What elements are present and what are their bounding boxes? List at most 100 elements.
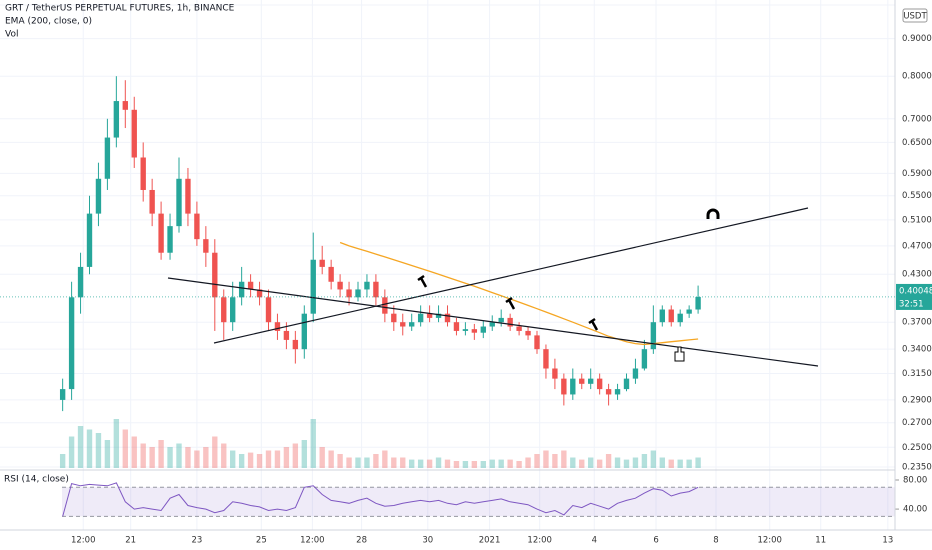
candle-body	[480, 326, 486, 333]
volume-bar	[453, 461, 460, 468]
volume-bar	[417, 459, 424, 468]
candle-body	[158, 213, 164, 253]
candle-body	[364, 281, 370, 290]
candle-body	[203, 239, 209, 253]
candle-body	[194, 213, 200, 240]
volume-bar	[391, 457, 397, 468]
volume-bar	[104, 440, 111, 468]
candle-body	[641, 349, 648, 369]
candle-body	[632, 368, 639, 379]
trendline	[167, 277, 819, 367]
candle-body	[167, 226, 173, 253]
volume-bar	[623, 459, 630, 468]
rsi-line	[62, 482, 699, 517]
candle-body	[614, 389, 621, 395]
candle-body	[525, 330, 531, 336]
candle-body	[417, 313, 424, 323]
candle-body	[283, 330, 290, 340]
last-price-box	[896, 283, 932, 310]
candle-body	[543, 349, 549, 369]
volume-bar	[570, 457, 576, 468]
volume-bar	[382, 450, 388, 468]
candle-body	[444, 313, 451, 323]
rsi-pane: 80.00 40.00	[62, 476, 927, 517]
candle-body	[274, 322, 281, 331]
candle-body	[230, 297, 236, 323]
x-tick-label: 12:00	[527, 536, 552, 546]
volume-bar	[185, 447, 191, 468]
volume-bar	[328, 450, 334, 468]
candle-body	[695, 296, 701, 310]
volume-bar	[59, 454, 66, 468]
x-tick-label: 11	[815, 536, 826, 546]
candle-body	[337, 281, 343, 290]
volume-bar	[194, 450, 200, 468]
candle-body	[507, 317, 513, 327]
candle-body	[686, 309, 692, 314]
candle-body	[131, 109, 137, 158]
candle-body	[409, 322, 415, 327]
candle-body	[265, 297, 272, 323]
volume-bar	[364, 457, 370, 468]
candle-body	[176, 178, 182, 227]
volume-bar	[400, 457, 406, 468]
candle-body	[221, 297, 227, 323]
volume-bar	[77, 426, 84, 468]
volume-bar	[444, 459, 451, 468]
x-tick-label: 4	[592, 536, 597, 546]
candle-body	[596, 378, 603, 390]
y-tick-label: 0.23500	[902, 463, 932, 473]
candle-body	[453, 322, 460, 331]
volume-bar	[319, 447, 325, 468]
volume-bar	[641, 454, 648, 468]
volume-bar	[230, 450, 236, 468]
volume-bar	[310, 419, 316, 468]
trendline	[213, 207, 809, 344]
chart-title: GRT / TetherUS PERPETUAL FUTURES, 1h, BI…	[5, 4, 235, 14]
last-price-label: 0.40048	[899, 286, 932, 296]
countdown-label: 32:51	[899, 299, 924, 309]
volume-bar	[256, 454, 263, 468]
candle-body	[471, 329, 478, 333]
volume-bar	[489, 459, 495, 468]
x-tick-label: 2021	[479, 536, 501, 546]
volume-bar	[471, 461, 478, 468]
volume-bar	[614, 457, 621, 468]
volume-bar	[247, 452, 254, 468]
rsi-tick-label: 80.00	[903, 476, 927, 486]
x-tick-label: 21	[125, 536, 136, 546]
rsi-title: RSI (14, close)	[4, 475, 69, 485]
candle-body	[86, 213, 93, 267]
volume-bar	[579, 459, 585, 468]
candle-body	[579, 378, 585, 384]
volume-bar	[426, 459, 433, 468]
volume-bar	[543, 450, 549, 468]
candle-body	[355, 289, 361, 298]
candle-body	[561, 378, 567, 395]
volume-bar	[525, 457, 531, 468]
candle-body	[677, 313, 683, 323]
candle-body	[122, 101, 128, 110]
candle-body	[489, 322, 495, 327]
candle-body	[301, 313, 307, 350]
currency-box[interactable]	[902, 8, 928, 23]
volume-bar	[373, 454, 379, 468]
volume-bar	[203, 447, 209, 468]
x-tick-label: 6	[653, 536, 658, 546]
candle-body	[346, 289, 352, 298]
candle-body	[435, 313, 442, 318]
candle-body	[588, 378, 594, 384]
candle-body	[570, 378, 576, 395]
x-tick-label: 25	[256, 536, 267, 546]
volume-bar	[677, 459, 683, 468]
volume-bar	[221, 443, 227, 468]
